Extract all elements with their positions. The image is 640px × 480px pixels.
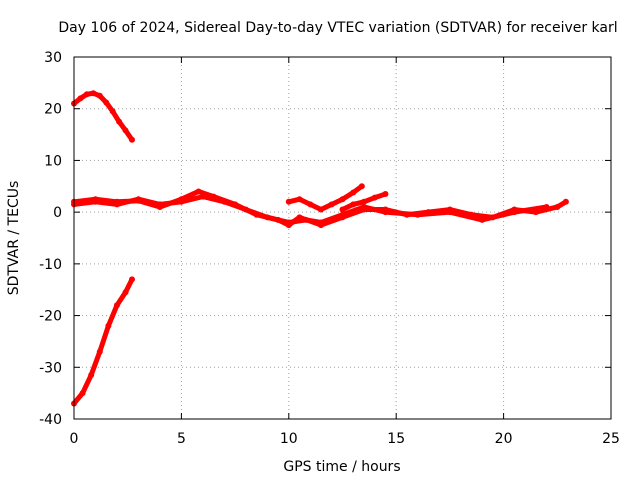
x-tick-labels: 0 5 10 15 20 25 xyxy=(70,431,620,447)
data-point xyxy=(296,196,303,203)
data-point xyxy=(242,206,249,213)
y-tick-label: 20 xyxy=(44,102,62,118)
data-point xyxy=(479,216,486,223)
data-point xyxy=(103,99,110,106)
grid-lines xyxy=(74,57,611,419)
data-point xyxy=(77,95,84,102)
series-line xyxy=(71,194,550,225)
data-point xyxy=(307,201,314,208)
data-point xyxy=(178,198,185,205)
series-track-rise-14 xyxy=(339,191,389,213)
x-axis-label: GPS time / hours xyxy=(283,459,400,475)
data-point xyxy=(350,189,357,196)
data-point xyxy=(128,136,135,143)
data-point xyxy=(371,194,378,201)
series-track-secondary-band xyxy=(71,193,550,226)
x-tick-label: 0 xyxy=(70,431,79,447)
data-point xyxy=(328,201,335,208)
data-point xyxy=(199,193,206,200)
y-tick-labels: -40 -30 -20 -10 0 10 20 30 xyxy=(39,50,62,428)
data-point xyxy=(414,211,421,218)
data-point xyxy=(511,209,518,216)
data-point xyxy=(562,198,569,205)
data-point xyxy=(88,372,95,379)
data-point xyxy=(350,201,357,208)
x-tick-label: 5 xyxy=(177,431,186,447)
y-tick-label: 0 xyxy=(53,205,62,221)
data-point xyxy=(554,203,561,210)
x-tick-label: 10 xyxy=(280,431,298,447)
y-tick-label: -40 xyxy=(39,412,62,428)
data-point xyxy=(156,201,163,208)
x-tick-label: 20 xyxy=(495,431,513,447)
data-point xyxy=(113,201,120,208)
y-tick-label: -30 xyxy=(39,360,62,376)
data-point xyxy=(446,209,453,216)
data-point xyxy=(96,92,103,99)
series-track-hump-12 xyxy=(285,183,365,213)
data-point xyxy=(122,289,129,296)
data-point xyxy=(264,214,271,221)
data-point xyxy=(113,302,120,309)
data-point xyxy=(285,198,292,205)
y-tick-label: 30 xyxy=(44,50,62,66)
data-point xyxy=(339,196,346,203)
data-point xyxy=(318,206,325,213)
data-point xyxy=(360,203,367,210)
y-axis-label: SDTVAR / TECUs xyxy=(6,181,22,296)
data-point xyxy=(109,108,116,115)
data-point xyxy=(285,219,292,226)
series-track-lower-rise xyxy=(71,276,135,407)
data-point xyxy=(96,348,103,355)
data-point xyxy=(302,216,309,223)
data-point xyxy=(339,211,346,218)
axis-ticks xyxy=(73,56,612,420)
chart-title: Day 106 of 2024, Sidereal Day-to-day VTE… xyxy=(58,20,617,36)
data-point xyxy=(382,209,389,216)
data-point xyxy=(543,203,550,210)
x-tick-label: 25 xyxy=(602,431,620,447)
series-line xyxy=(71,90,135,143)
data-point xyxy=(339,206,346,213)
y-tick-label: -10 xyxy=(39,257,62,273)
series-track-upper-arc xyxy=(71,90,135,143)
y-tick-label: -20 xyxy=(39,309,62,325)
data-point xyxy=(382,191,389,198)
data-point xyxy=(79,390,86,397)
plot-frame xyxy=(73,56,612,420)
y-tick-label: 10 xyxy=(44,153,62,169)
data-point xyxy=(360,198,367,205)
data-point xyxy=(122,127,129,134)
data-point xyxy=(128,276,135,283)
data-point xyxy=(318,219,325,226)
data-point xyxy=(116,118,123,125)
data-point xyxy=(358,183,365,190)
data-point xyxy=(221,198,228,205)
data-point xyxy=(105,322,112,329)
data-point xyxy=(195,188,202,195)
data-point xyxy=(90,90,97,97)
x-tick-label: 15 xyxy=(387,431,405,447)
series-line xyxy=(71,276,135,406)
data-point xyxy=(135,196,142,203)
data-series xyxy=(71,90,569,407)
data-point xyxy=(92,198,99,205)
data-point xyxy=(83,91,90,98)
